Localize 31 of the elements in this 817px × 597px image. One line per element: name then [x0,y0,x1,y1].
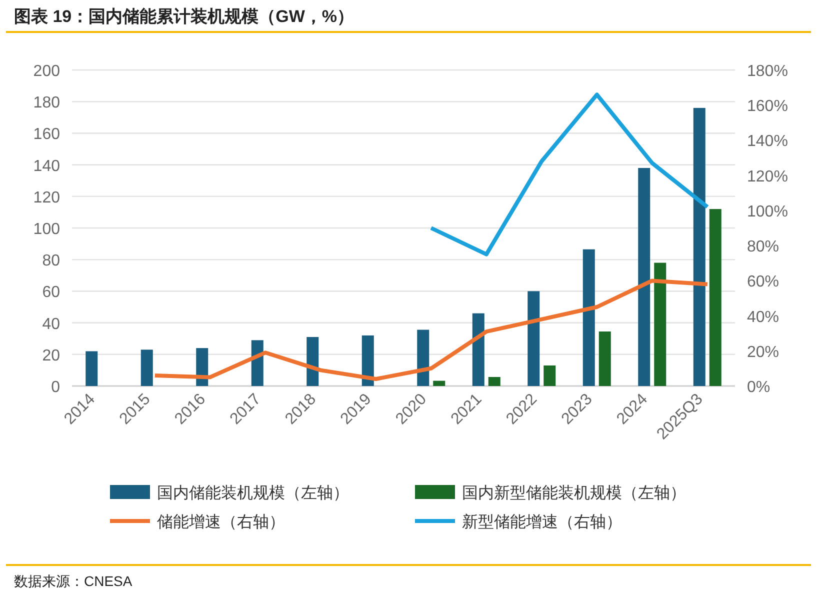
chart-title: 图表 19：国内储能累计装机规模（GW，%） [14,7,354,26]
bar [140,350,153,386]
y-tick-label: 80 [42,252,60,270]
legend-label: 储能增速（右轴） [157,513,285,531]
bar [433,380,446,386]
legend-label: 国内储能装机规模（左轴） [157,484,349,502]
y2-tick-label: 20% [747,344,780,361]
legend-label: 国内新型储能装机规模（左轴） [462,484,686,502]
y2-tick-label: 60% [747,274,780,291]
y-tick-label: 100 [33,221,60,238]
y2-tick-label: 140% [747,133,788,150]
y2-tick-label: 120% [747,168,788,186]
y2-tick-label: 40% [747,308,780,326]
source-note: 数据来源：CNESA [14,573,133,589]
bar [86,351,98,386]
y-tick-label: 120 [33,189,60,206]
y2-tick-label: 180% [747,63,788,80]
y2-tick-label: 0% [747,379,770,396]
y-tick-label: 40 [42,316,60,333]
y2-tick-label: 80% [747,238,780,256]
legend-label: 新型储能增速（右轴） [462,513,622,531]
y-tick-label: 140 [33,158,60,175]
y-tick-label: 200 [33,63,60,80]
y-tick-label: 60 [42,284,60,302]
y-tick-label: 0 [51,379,60,396]
y-tick-label: 160 [33,126,60,144]
y-tick-label: 20 [42,347,60,364]
y2-tick-label: 100% [747,203,788,220]
y2-tick-label: 160% [747,98,788,116]
y-tick-label: 180 [33,94,60,112]
bar [709,209,722,386]
